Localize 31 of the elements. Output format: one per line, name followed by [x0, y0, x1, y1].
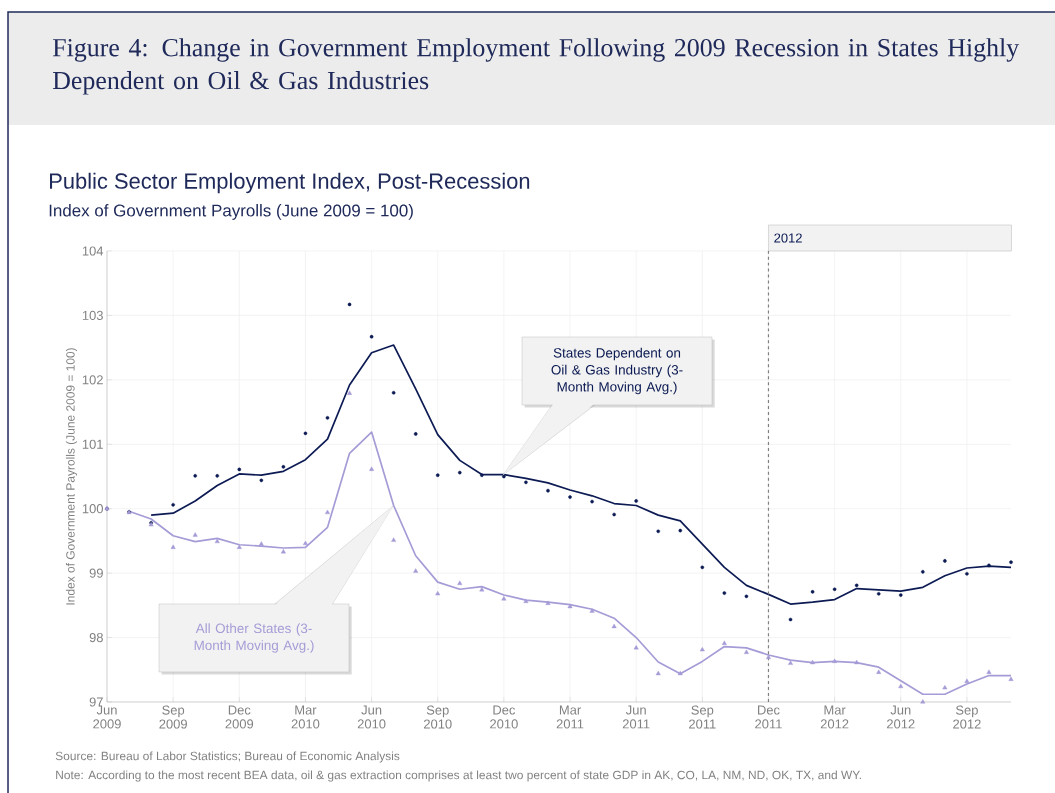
y-tick-label: 98 — [89, 632, 103, 643]
text: Note: According to the most recent BEA data, oil & gas extraction comprises at least two percent of state GDP in AK, CO, LA, NM, ND, OK, TX, and WY. — [56, 770, 861, 782]
y-tick-label: 99 — [89, 568, 103, 578]
x-tick-label: Jun 2012 — [887, 705, 915, 729]
chart-subtitle: Public Sector Employment Index, Post-Recession — [50, 172, 530, 194]
chart-title: Figure 4: Change in Government Employment Following 2009 Recession in States Highly Dependent on Oil & Gas Industries — [52, 38, 1020, 95]
x-tick-label: Mar 2010 — [291, 705, 320, 729]
x-tick-label: Dec 2010 — [490, 705, 518, 729]
source-note: Source: Bureau of Labor Statistics; Bureau of Economic Analysis — [55, 751, 400, 763]
text: Index of Government Payrolls (June 2009 = 100) — [49, 204, 413, 220]
x-tick-label: Jun 2009 — [93, 705, 121, 729]
x-tick-label: Sep 2009 — [159, 705, 187, 729]
text: All Other States (3-Month Moving Avg.) — [194, 623, 314, 653]
y-tick-label: 102 — [82, 375, 103, 385]
y-tick-label: 104 — [82, 246, 104, 256]
x-tick-label: Mar 2011 — [556, 705, 584, 729]
x-tick-label: Sep 2012 — [953, 705, 981, 729]
y-tick-label: 100 — [82, 504, 103, 514]
x-tick-label: Mar 2012 — [820, 705, 849, 729]
y-tick-label: 101 — [82, 439, 103, 449]
x-tick-label: Jun 2010 — [357, 705, 386, 729]
x-tick-label: Dec 2011 — [755, 705, 782, 729]
y-tick-label: 103 — [82, 310, 103, 320]
x-tick-label: Sep 2010 — [423, 705, 452, 729]
text: States Dependent on Oil & Gas Industry (3-Month Moving Avg.) — [551, 347, 683, 395]
y-axis-title: Index of Government Payrolls (June 2009 = 100) — [65, 348, 78, 605]
x-tick-label: Sep 2011 — [689, 705, 716, 729]
x-tick-label: Jun 2011 — [622, 705, 650, 729]
y-tick-label: 97 — [89, 697, 103, 707]
ref-line-label: 2012 — [774, 233, 802, 243]
x-tick-label: Dec 2009 — [225, 705, 254, 729]
